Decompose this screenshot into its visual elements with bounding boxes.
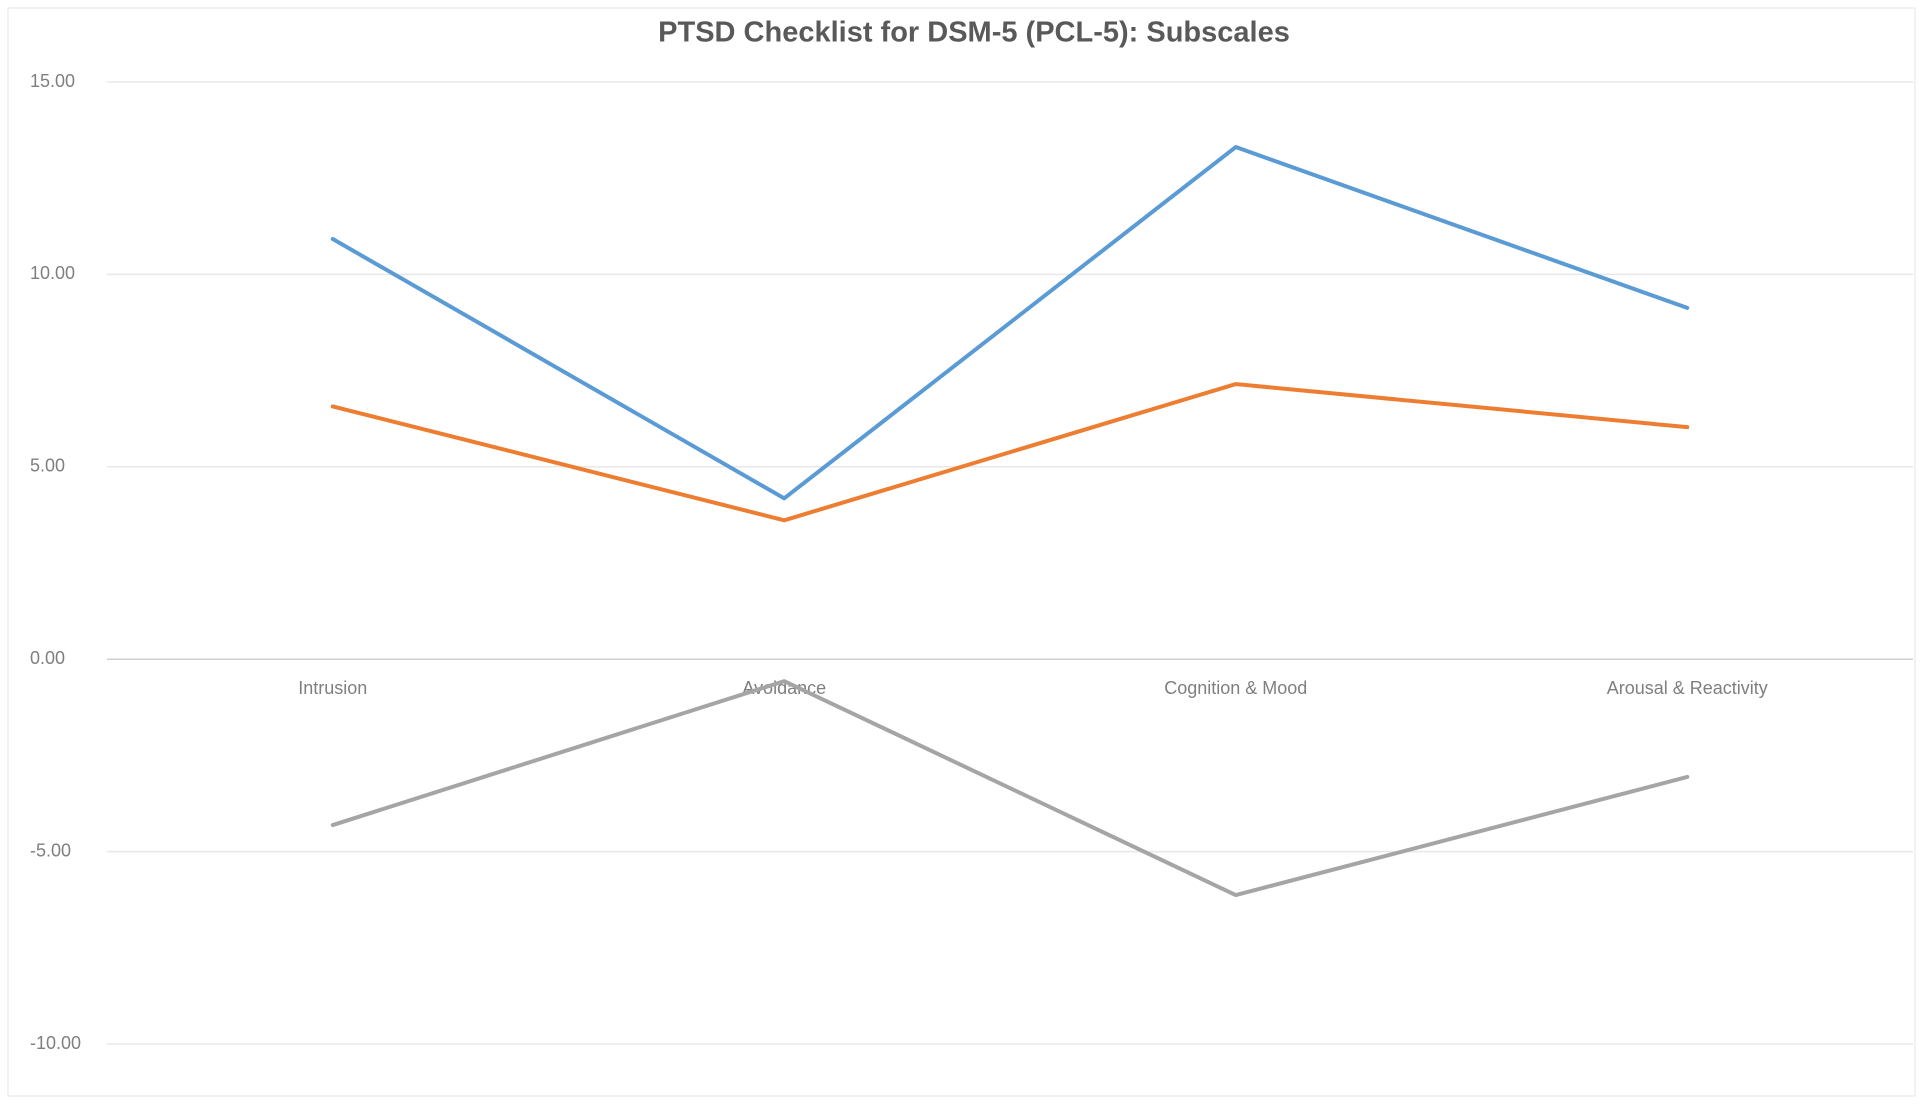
data-line bbox=[330, 145, 1690, 501]
y-tick-label: 15.00 bbox=[30, 71, 75, 91]
data-line bbox=[330, 679, 1690, 898]
y-tick-label: 10.00 bbox=[30, 263, 75, 283]
y-tick-label: 0.00 bbox=[30, 648, 65, 668]
x-tick-label: Arousal & Reactivity bbox=[1607, 678, 1768, 698]
x-tick-label: Intrusion bbox=[298, 678, 367, 698]
chart-title: PTSD Checklist for DSM-5 (PCL-5): Subsca… bbox=[658, 17, 1290, 49]
chart-border bbox=[7, 7, 1916, 1097]
x-tick-label: Cognition & Mood bbox=[1164, 678, 1307, 698]
data-line bbox=[330, 382, 1690, 523]
y-tick-label: 5.00 bbox=[30, 456, 65, 476]
y-tick-label: -10.00 bbox=[30, 1033, 81, 1053]
y-tick-label: -5.00 bbox=[30, 840, 71, 860]
